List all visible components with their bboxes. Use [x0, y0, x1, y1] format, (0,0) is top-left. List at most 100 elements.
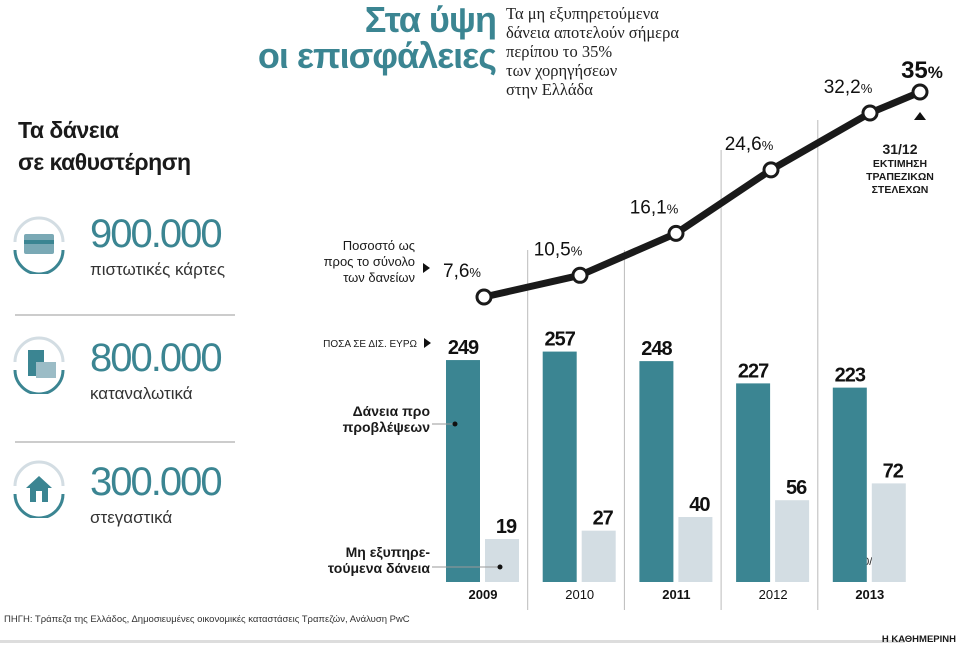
line-value: 35: [901, 57, 928, 84]
legend-dot: [497, 564, 503, 570]
legend-line: Δάνεια προ: [352, 403, 430, 419]
line-point-label: 32,2%: [824, 77, 873, 98]
bar-label-npl: 72: [883, 460, 904, 482]
bar-gross-loans: [446, 360, 480, 582]
line-value: 10,5: [534, 239, 571, 260]
chart-title: Στα ύψη οι επισφάλειες: [246, 0, 497, 76]
subtitle-line: στην Ελλάδα: [506, 80, 593, 99]
stat-credit-cards: 900.000 πιστωτικές κάρτες: [10, 212, 240, 312]
house-icon: [13, 460, 65, 518]
footer-line: [0, 640, 905, 643]
estimate-note: 31/12 ΕΚΤΙΜΗΣΗ ΤΡΑΠΕΖΙΚΩΝ ΣΤΕΛΕΧΩΝ: [850, 140, 950, 197]
legend-dot: [452, 421, 458, 427]
stat-label: στεγαστικά: [90, 508, 173, 527]
bar-label-gross: 249: [448, 337, 479, 359]
line-value: 24,6: [725, 134, 762, 155]
bar-npl: [871, 483, 906, 582]
legend-line: προβλέψεων: [342, 419, 430, 435]
line-unit: %: [762, 138, 774, 153]
stat-value: 900.000: [90, 212, 223, 256]
estimate-line: ΕΚΤΙΜΗΣΗ: [872, 158, 928, 170]
arrow-right-icon: [423, 263, 430, 273]
bar-label-npl: 40: [689, 494, 710, 516]
arrow-right-icon: [424, 338, 431, 348]
credit-card-icon: [13, 216, 65, 274]
divider: [15, 314, 235, 316]
bar-gross-loans: [639, 361, 674, 582]
line-point: [861, 104, 879, 122]
line-unit: %: [469, 265, 481, 280]
stat-consumer-loans: 800.000 καταναλωτικά: [10, 336, 240, 436]
stat-value: 800.000: [90, 336, 223, 380]
brand-label: Η ΚΑΘΗΜΕΡΙΝΗ: [881, 634, 956, 645]
stat-label: πιστωτικές κάρτες: [90, 260, 226, 279]
title-line-1: Στα ύψη: [364, 0, 497, 40]
bar-npl: [485, 539, 519, 582]
line-point: [571, 266, 589, 284]
bar-label-gross: 223: [835, 365, 866, 387]
line-unit: %: [667, 201, 679, 216]
legend-line: τούμενα δάνεια: [327, 560, 430, 576]
subtitle-line: Τα μη εξυπηρετούμενα: [506, 4, 659, 23]
year-label: 2010: [565, 587, 594, 602]
year-label: 2012: [759, 587, 788, 602]
bar-label-gross: 257: [545, 329, 576, 351]
stat-label: καταναλωτικά: [90, 384, 193, 403]
line-value: 16,1: [630, 197, 667, 218]
left-heading-line: Τα δάνεια: [18, 117, 119, 143]
bar-gross-loans: [832, 387, 867, 582]
source-note: ΠΗΓΗ: Τράπεζα της Ελλάδος, Δημοσιευμένες…: [4, 614, 410, 625]
line-unit: %: [571, 243, 583, 258]
year-label: 2013: [855, 587, 884, 602]
bar-gross-loans: [736, 383, 771, 582]
line-note-line: των δανείων: [343, 270, 415, 285]
line-note-line: προς το σύνολο: [323, 254, 415, 269]
bar-npl: [775, 500, 810, 582]
line-point-label: 35%: [901, 57, 943, 84]
line-value: 32,2: [824, 77, 861, 98]
year-label: 2009: [469, 587, 498, 602]
line-unit: %: [861, 81, 873, 96]
left-heading: Τα δάνεια σε καθυστέρηση: [18, 114, 191, 178]
subtitle: Τα μη εξυπηρετούμενα δάνεια αποτελούν σή…: [506, 4, 679, 99]
line-point-label: 7,6%: [443, 261, 481, 282]
line-point: [475, 288, 493, 306]
left-heading-line: σε καθυστέρηση: [18, 149, 191, 175]
subtitle-line: των χορηγήσεων: [506, 61, 618, 80]
estimate-date: 31/12: [882, 141, 918, 157]
stat-value: 300.000: [90, 460, 223, 504]
subtitle-line: δάνεια αποτελούν σήμερα: [506, 23, 679, 42]
npl-ratio-line: [483, 88, 922, 301]
line-unit: %: [928, 63, 943, 82]
legend-teal: Δάνεια προ προβλέψεων: [300, 403, 430, 435]
subtitle-line: περίπου το 35%: [506, 42, 613, 61]
year-label: 2011: [662, 587, 690, 602]
title-line-2: οι επισφάλειες: [257, 35, 497, 76]
bar-label-npl: 27: [593, 508, 614, 530]
line-point-label: 10,5%: [534, 239, 583, 260]
line-point: [762, 161, 780, 179]
divider: [15, 441, 235, 443]
line-point: [911, 83, 929, 101]
bar-npl: [678, 517, 713, 582]
line-note-line: Ποσοστό ως: [342, 238, 415, 253]
legend-light: Μη εξυπηρε- τούμενα δάνεια: [290, 544, 430, 576]
estimate-line: ΣΤΕΛΕΧΩΝ: [871, 184, 929, 196]
line-value: 7,6: [443, 261, 469, 282]
bar-npl: [581, 530, 616, 582]
estimate-line: ΤΡΑΠΕΖΙΚΩΝ: [866, 171, 934, 183]
line-point-label: 24,6%: [725, 134, 774, 155]
bar-label-gross: 248: [641, 338, 672, 360]
bar-label-npl: 56: [786, 477, 807, 499]
line-note: Ποσοστό ως προς το σύνολο των δανείων: [280, 238, 415, 286]
arrow-up-icon: [914, 112, 926, 120]
line-point: [667, 224, 685, 242]
line-point-label: 16,1%: [630, 197, 679, 218]
bar-note: ΠΟΣΑ ΣΕ ΔΙΣ. ΕΥΡΩ: [323, 339, 417, 350]
bar-gross-loans: [542, 351, 577, 582]
stat-mortgages: 300.000 στεγαστικά: [10, 460, 240, 560]
bar-label-npl: 19: [496, 516, 517, 538]
bar-label-gross: 227: [738, 360, 769, 382]
legend-line: Μη εξυπηρε-: [345, 544, 430, 560]
